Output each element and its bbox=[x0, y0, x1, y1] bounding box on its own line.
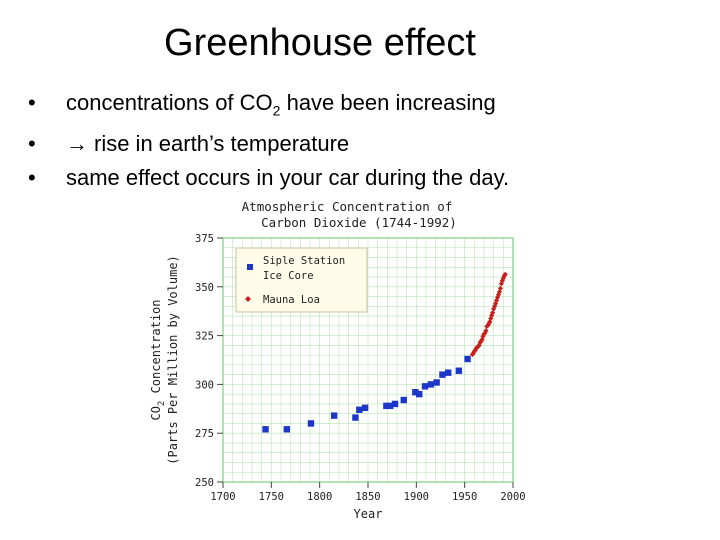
x-tick-label: 1800 bbox=[307, 491, 332, 503]
mauna-loa-point bbox=[499, 278, 505, 284]
mauna-loa-point bbox=[483, 328, 489, 334]
mauna-loa-point bbox=[490, 309, 496, 316]
chart-title-line: Atmospheric Concentration of bbox=[242, 199, 453, 214]
bullet-item: • concentrations of CO2 have been increa… bbox=[28, 86, 509, 127]
mauna-loa-point bbox=[500, 275, 506, 281]
y-tick-label: 300 bbox=[195, 379, 214, 391]
siple-point bbox=[387, 402, 394, 410]
bullet-text-prefix: concentrations of CO bbox=[66, 90, 273, 115]
x-axis-label: Year bbox=[354, 507, 383, 521]
x-tick-label: 1850 bbox=[355, 491, 380, 503]
mauna-loa-point bbox=[487, 319, 493, 325]
bullet-text: rise in earth’s temperature bbox=[94, 131, 350, 157]
x-tick-label: 1700 bbox=[210, 491, 235, 503]
siple-point bbox=[307, 420, 315, 427]
siple-point bbox=[421, 383, 429, 390]
arrow-right-icon: → bbox=[66, 131, 88, 157]
bullet-item: • same effect occurs in your car during … bbox=[28, 161, 509, 195]
legend-label-siple: Ice Core bbox=[263, 270, 314, 282]
siple-point bbox=[356, 406, 363, 413]
siple-point bbox=[283, 426, 290, 433]
mauna-loa-point bbox=[470, 350, 476, 356]
mauna-loa-point bbox=[498, 281, 504, 287]
x-tick-label: 1900 bbox=[404, 491, 429, 503]
siple-point bbox=[383, 402, 390, 410]
bullet-text-subscript: 2 bbox=[272, 102, 281, 119]
mauna-loa-point bbox=[493, 300, 499, 307]
y-axis-label-line2: (Parts Per Million by Volume) bbox=[166, 255, 180, 465]
siple-point bbox=[464, 355, 471, 363]
siple-point bbox=[400, 396, 407, 404]
siple-point bbox=[330, 412, 338, 419]
bullet-text: concentrations of CO2 have been increasi… bbox=[66, 86, 496, 127]
mauna-loa-point bbox=[497, 285, 504, 291]
bullet-text: same effect occurs in your car during th… bbox=[66, 165, 510, 191]
legend-marker-siple bbox=[247, 264, 253, 270]
bullet-marker: • bbox=[28, 165, 36, 191]
siple-point bbox=[439, 371, 446, 378]
siple-point bbox=[262, 426, 269, 433]
bullet-item: • → rise in earth’s temperature bbox=[28, 127, 509, 161]
siple-point bbox=[412, 389, 419, 396]
bullet-marker: • bbox=[28, 131, 36, 157]
x-tick-label: 1950 bbox=[452, 491, 477, 503]
mauna-loa-point bbox=[485, 322, 491, 329]
chart-title-line: Carbon Dioxide (1744-1992) bbox=[261, 215, 457, 230]
legend-box bbox=[235, 247, 368, 313]
mauna-loa-point bbox=[476, 342, 482, 348]
slide-title: Greenhouse effect bbox=[164, 22, 476, 64]
mauna-loa-point bbox=[479, 336, 485, 343]
x-tick-label: 2000 bbox=[500, 491, 525, 503]
siple-point bbox=[433, 379, 440, 386]
mauna-loa-point bbox=[486, 321, 492, 327]
siple-point bbox=[445, 369, 452, 376]
legend-label-siple: Siple Station bbox=[263, 255, 345, 267]
y-tick-label: 275 bbox=[195, 428, 214, 440]
siple-point bbox=[455, 367, 463, 374]
mauna-loa-point bbox=[492, 303, 498, 309]
y-tick-label: 350 bbox=[195, 282, 214, 294]
mauna-loa-point bbox=[502, 271, 508, 277]
legend-label-mauna: Mauna Loa bbox=[263, 294, 320, 306]
y-tick-label: 250 bbox=[195, 477, 214, 489]
bullet-list: • concentrations of CO2 have been increa… bbox=[28, 86, 509, 195]
x-tick-label: 1750 bbox=[259, 491, 284, 503]
y-tick-label: 325 bbox=[195, 331, 214, 343]
legend-marker-mauna bbox=[245, 296, 251, 302]
bullet-text-suffix: have been increasing bbox=[280, 90, 496, 115]
siple-point bbox=[361, 404, 369, 412]
siple-point bbox=[416, 390, 423, 398]
y-tick-label: 375 bbox=[195, 233, 214, 245]
y-axis-label: CO2 Concentration bbox=[149, 299, 167, 420]
bullet-marker: • bbox=[28, 90, 36, 115]
siple-point bbox=[352, 414, 359, 421]
siple-point bbox=[427, 381, 435, 388]
siple-point bbox=[391, 400, 399, 408]
